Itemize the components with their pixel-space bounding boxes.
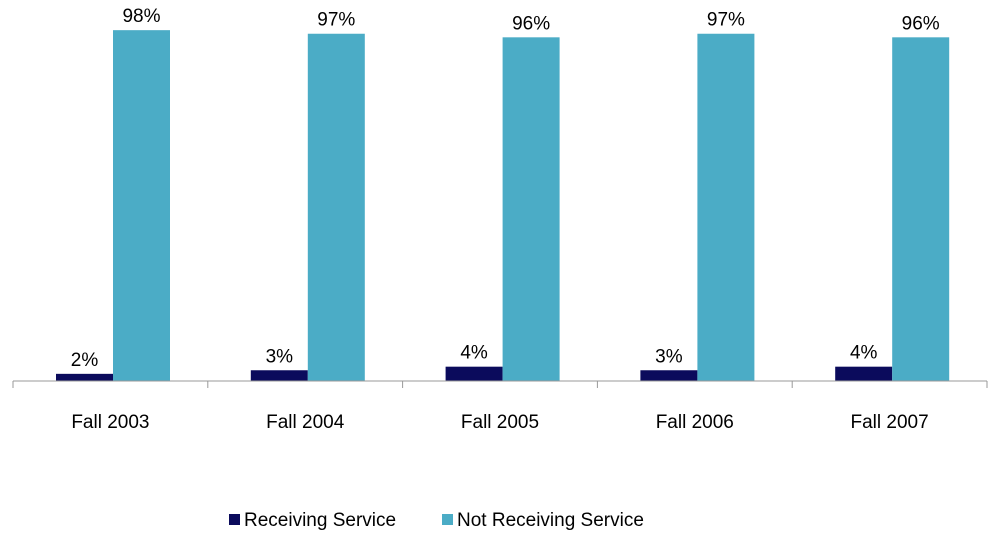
x-tick-label-5: Fall 2007	[851, 412, 929, 433]
legend-swatch-receiving	[229, 514, 240, 525]
data-label-receiving-1: 2%	[71, 350, 99, 371]
x-tick-label-2: Fall 2004	[266, 412, 345, 433]
bar-not-receiving-3	[502, 37, 560, 381]
data-label-not-receiving-4: 97%	[707, 10, 745, 31]
legend-label-not-receiving: Not Receiving Service	[457, 510, 644, 531]
bar-receiving-4	[640, 370, 698, 381]
data-label-not-receiving-1: 98%	[122, 6, 160, 27]
bar-not-receiving-5	[892, 37, 950, 381]
data-label-receiving-4: 3%	[655, 346, 683, 367]
data-label-not-receiving-3: 96%	[512, 13, 550, 34]
data-label-receiving-2: 3%	[266, 346, 294, 367]
data-label-receiving-3: 4%	[460, 343, 488, 364]
bar-not-receiving-2	[307, 33, 365, 382]
bar-receiving-3	[445, 366, 503, 381]
x-axis: Fall 2003 Fall 2004 Fall 2005 Fall 2006 Fall…	[12, 380, 988, 433]
x-tick-label-1: Fall 2003	[71, 412, 149, 433]
bar-not-receiving-4	[697, 33, 755, 382]
bar-receiving-2	[250, 370, 308, 381]
legend-label-receiving: Receiving Service	[244, 510, 396, 531]
legend: Receiving Service Not Receiving Service	[229, 510, 644, 531]
x-tick-label-4: Fall 2006	[656, 412, 734, 433]
x-tick-label-3: Fall 2005	[461, 412, 539, 433]
legend-swatch-not-receiving	[442, 514, 453, 525]
data-labels-layer: 2% 98% 3% 97% 4% 96% 3% 97% 4% 96%	[71, 6, 940, 371]
bar-not-receiving-1	[113, 30, 170, 381]
data-label-not-receiving-5: 96%	[902, 13, 940, 34]
data-label-receiving-5: 4%	[850, 343, 878, 364]
data-label-not-receiving-2: 97%	[317, 10, 355, 31]
bar-receiving-5	[835, 366, 893, 381]
bars-layer	[56, 30, 950, 382]
bar-receiving-1	[56, 373, 113, 381]
